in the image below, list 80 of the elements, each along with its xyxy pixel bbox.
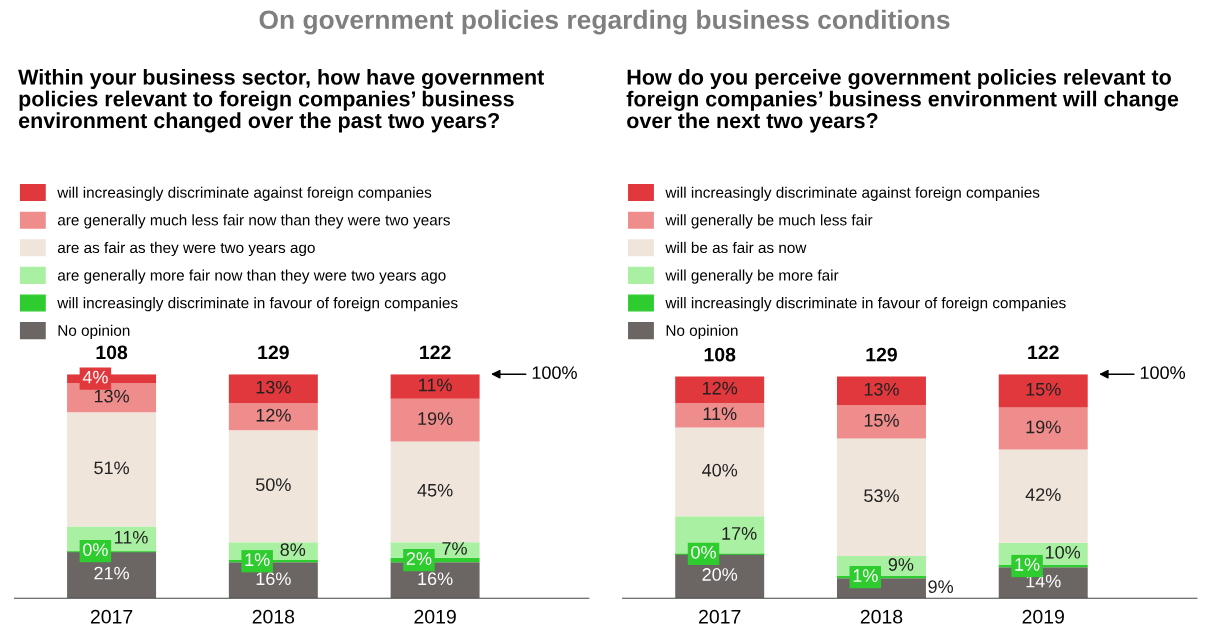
- bar: [998, 407, 1088, 450]
- legend-label: are as fair as they were two years ago: [57, 241, 315, 257]
- bar: [228, 403, 318, 431]
- data-label: 0%: [691, 545, 716, 559]
- bar: [675, 376, 765, 404]
- data-label: 12%: [703, 381, 738, 395]
- chart-subtitle: How do you perceive government policies relevant to foreign companies’ business environment will change over the next two years?: [626, 69, 1179, 133]
- data-label: 1%: [245, 553, 270, 566]
- data-label: 1%: [853, 569, 878, 582]
- bar: [998, 374, 1088, 408]
- legend-label: will increasingly discriminate in favour of foreign companies: [665, 297, 1066, 312]
- data-label: 11%: [703, 407, 737, 420]
- annotation: 100%: [532, 366, 577, 380]
- data-label: 4%: [82, 370, 108, 384]
- data-label: 2%: [406, 552, 432, 565]
- annotation: 122: [1028, 345, 1059, 360]
- bar: [390, 398, 480, 442]
- x-tick-label: 2017: [699, 609, 741, 624]
- annotation: 129: [866, 347, 897, 362]
- legend-label: will increasingly discriminate against foreign companies: [665, 186, 1040, 201]
- data-label: 19%: [1026, 420, 1061, 434]
- data-label: 40%: [702, 463, 738, 477]
- legend-label: No opinion: [666, 324, 738, 339]
- data-label: 15%: [864, 414, 899, 427]
- data-label: 17%: [722, 527, 757, 540]
- bar: [390, 374, 480, 399]
- data-label: 16%: [418, 572, 453, 586]
- bar: [836, 405, 926, 439]
- x-tick-label: 2019: [414, 609, 456, 624]
- x-tick-label: 2019: [1022, 609, 1064, 624]
- legend-label: will be as fair as now: [665, 241, 807, 254]
- data-label: 1%: [1015, 558, 1040, 571]
- x-tick-label: 2018: [252, 609, 295, 624]
- data-label: 13%: [94, 389, 129, 403]
- data-label: 51%: [94, 461, 129, 475]
- data-label: 0%: [83, 543, 108, 556]
- data-label: 11%: [114, 530, 148, 544]
- bar: [836, 376, 926, 406]
- data-label: 10%: [1045, 545, 1081, 559]
- chart-subtitle: Within your business sector, how have government policies relevant to foreign companies’ business environment changed over the past two years?: [18, 68, 545, 133]
- data-label: 11%: [419, 378, 452, 392]
- data-label: 13%: [256, 380, 291, 394]
- bar: [228, 430, 318, 543]
- data-label: 12%: [256, 408, 291, 422]
- annotation: 108: [96, 345, 128, 360]
- data-label: 53%: [864, 489, 899, 503]
- bar: [228, 374, 318, 404]
- data-label: 45%: [417, 483, 453, 497]
- data-label: 15%: [1026, 382, 1061, 396]
- bar: [67, 412, 157, 527]
- bar: [998, 449, 1088, 543]
- data-label: 9%: [888, 558, 914, 571]
- data-label: 16%: [256, 572, 291, 586]
- data-label: 42%: [1025, 488, 1061, 501]
- x-tick-label: 2018: [860, 609, 903, 624]
- data-label: 7%: [442, 542, 467, 555]
- data-label: 8%: [280, 543, 306, 556]
- data-label: 50%: [255, 478, 291, 492]
- legend-label: will increasingly discriminate in favour of foreign companies: [57, 297, 458, 312]
- data-label: 13%: [864, 382, 899, 396]
- legend-label: No opinion: [58, 324, 130, 339]
- bar: [675, 427, 765, 517]
- legend-label: will generally be more fair: [665, 269, 839, 284]
- legend-label: will generally be much less fair: [665, 214, 873, 229]
- data-label: 21%: [94, 566, 129, 580]
- legend-label: will increasingly discriminate against foreign companies: [57, 186, 432, 201]
- bar: [390, 441, 480, 543]
- legend-label: are generally more fair now than they were two years ago: [57, 269, 446, 284]
- annotation: 108: [704, 347, 736, 362]
- bar: [836, 438, 926, 557]
- data-label: 9%: [928, 580, 954, 594]
- data-label: 20%: [702, 568, 738, 581]
- bar: [675, 403, 765, 428]
- legend-label: are generally much less fair now than they were two years: [57, 214, 450, 229]
- annotation: 129: [258, 345, 289, 360]
- chart-title: On government policies regarding business conditions: [259, 9, 950, 35]
- annotation: 122: [420, 345, 451, 360]
- annotation: 100%: [1140, 366, 1186, 380]
- x-tick-label: 2017: [90, 609, 133, 624]
- data-label: 19%: [418, 412, 453, 425]
